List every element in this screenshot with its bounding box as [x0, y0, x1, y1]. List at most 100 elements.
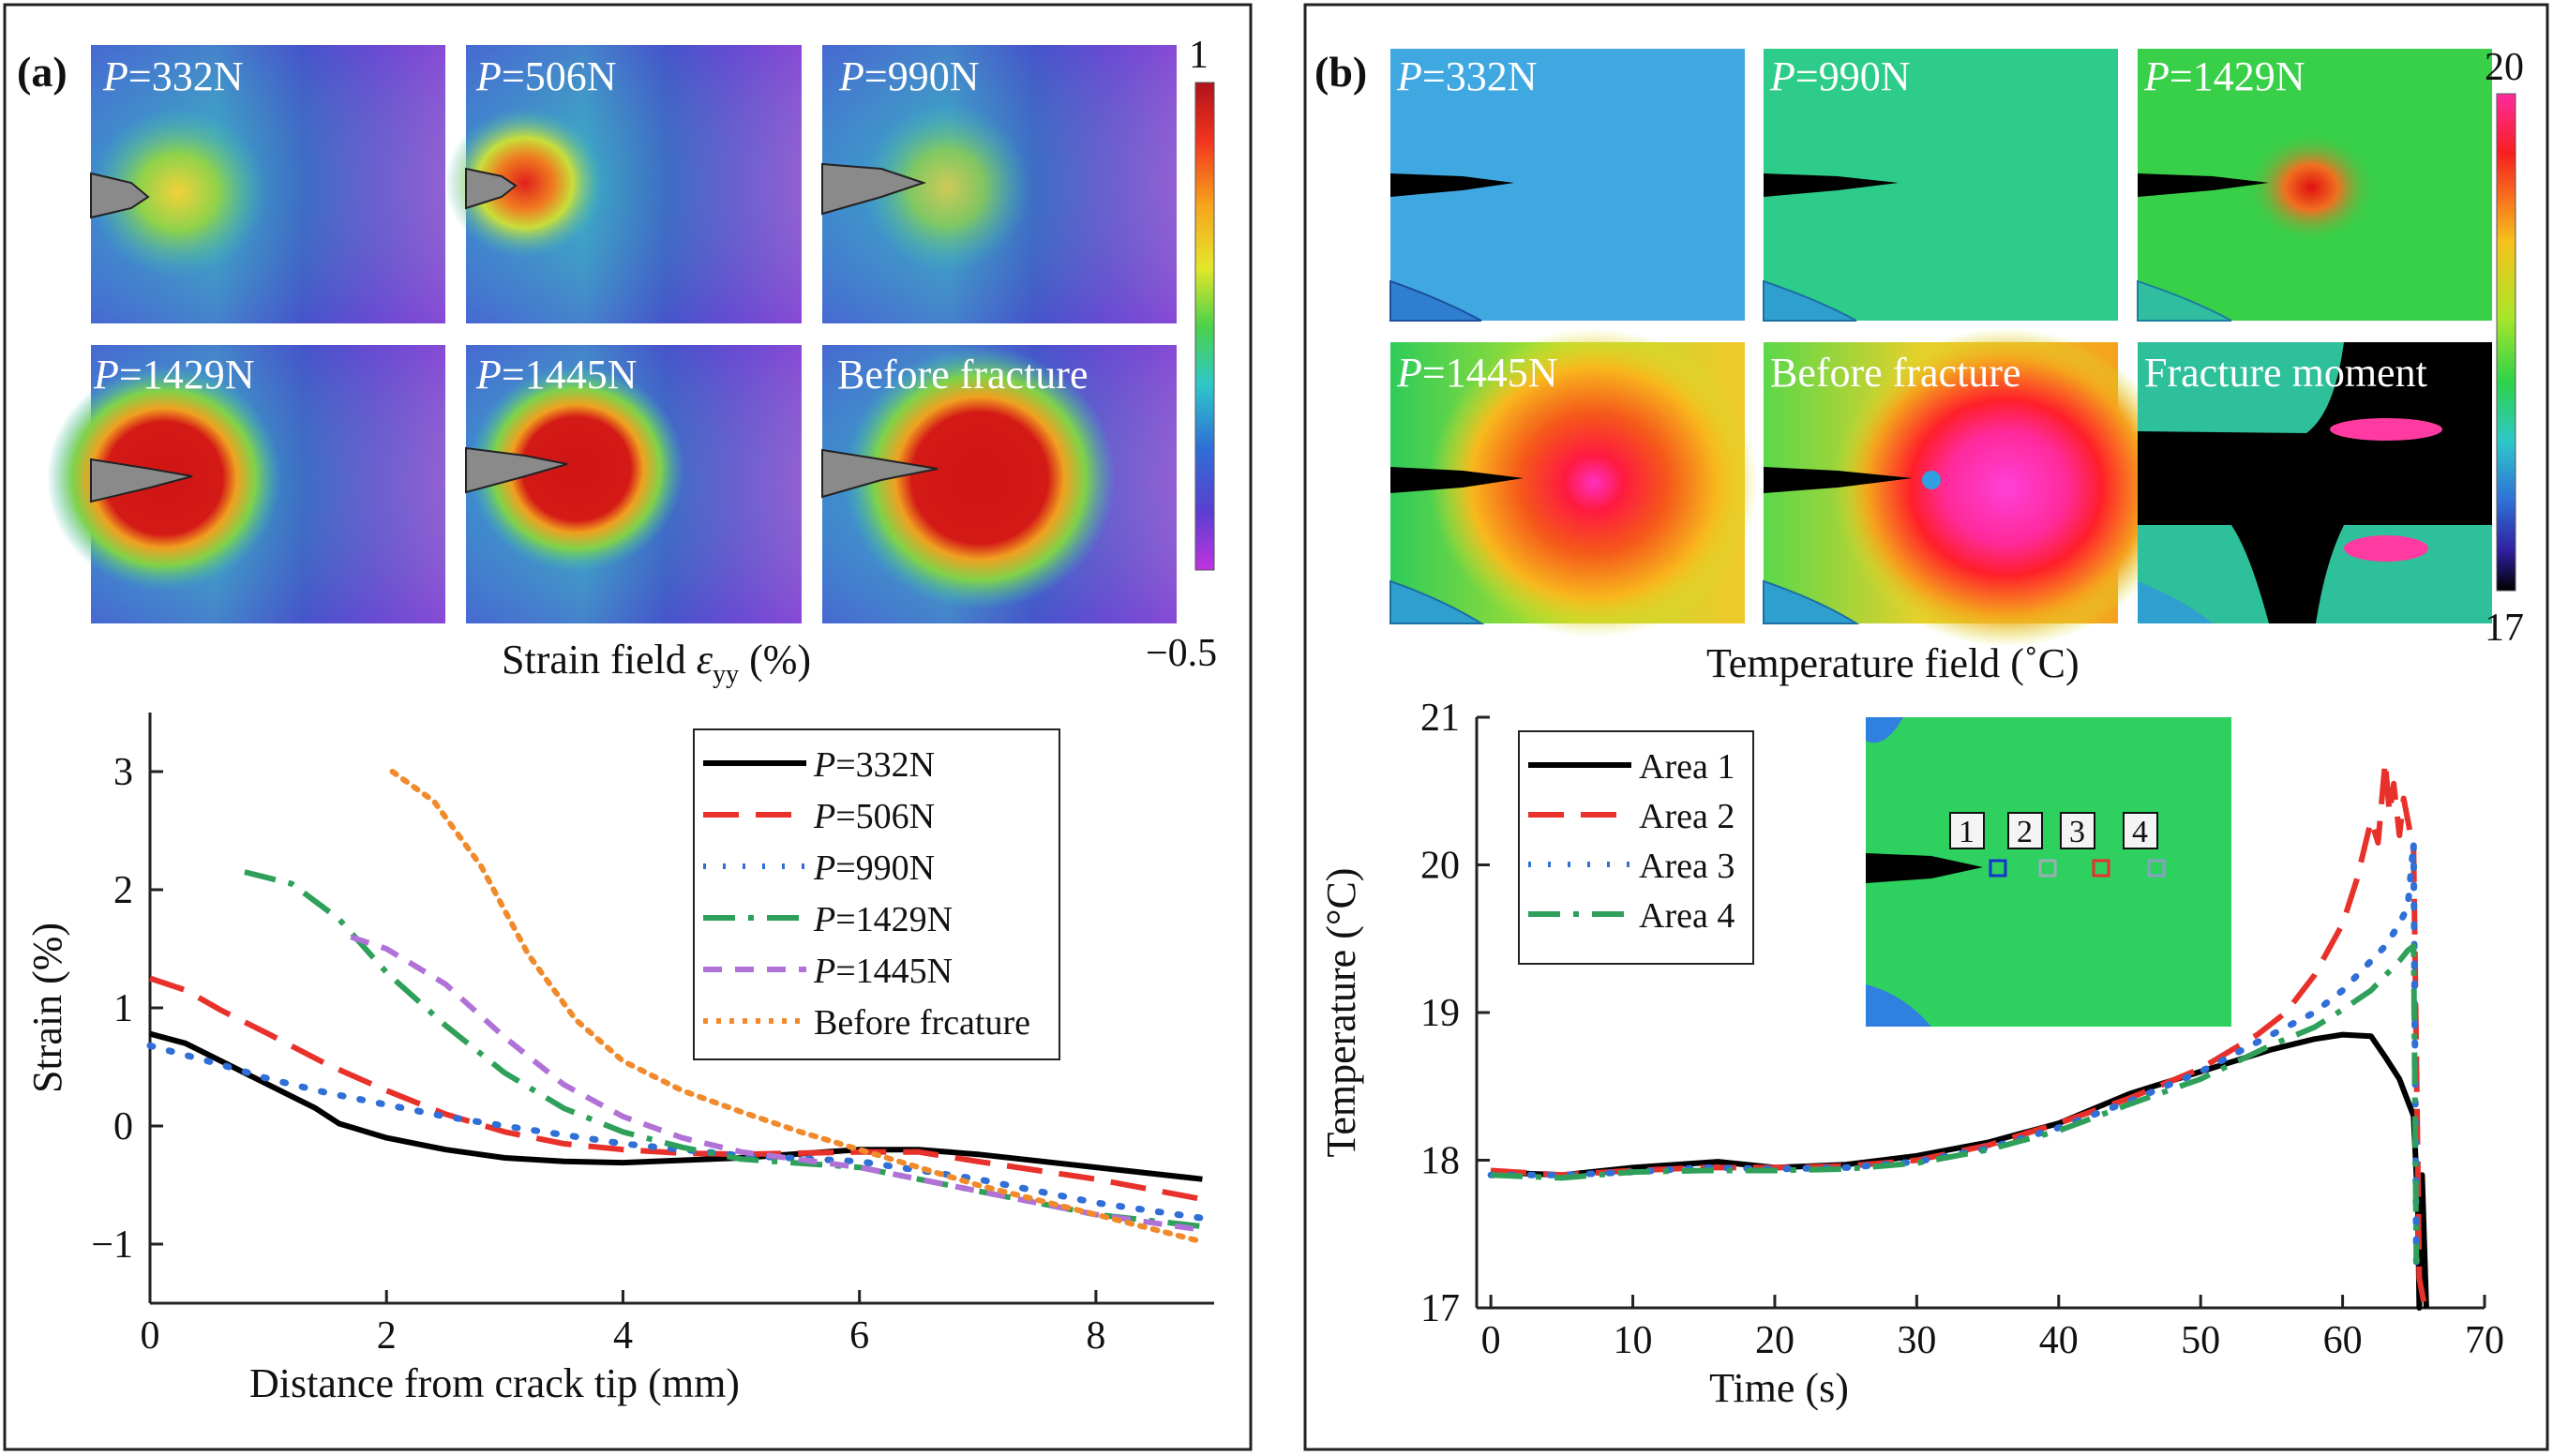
crack-notch: [465, 446, 568, 494]
strain-colorbar-max: 1: [1189, 34, 1209, 77]
series-line-p-506n: [149, 975, 1203, 1203]
y-tick-label: −1: [91, 1223, 133, 1267]
y-tick-label: 3: [113, 751, 133, 794]
y-tick-label: 19: [1420, 992, 1460, 1035]
x-tick-label: 10: [1614, 1319, 1653, 1362]
y-tick-label: 20: [1420, 845, 1460, 888]
strain-tile-1: [89, 45, 445, 323]
temp-tile-label-4: P=1445N: [1396, 350, 1557, 396]
legend-label: P=506N: [813, 797, 935, 836]
strain-tile-4: [47, 345, 445, 623]
crack-notch: [821, 162, 927, 216]
y-axis-label: Temperature (°C): [1318, 868, 1364, 1158]
x-tick-label: 40: [2039, 1319, 2079, 1362]
y-tick-label: 18: [1420, 1140, 1460, 1183]
area-marker-3: [2092, 859, 2110, 878]
strain-tile-2: [445, 45, 802, 323]
series-line-area-4: [1490, 943, 2420, 1264]
inset-label-box-3: [2060, 812, 2095, 849]
strain-chart: 0 2 4 6 8 −1 0 1 2 3 Distance from crack tip (mm) S…: [24, 713, 1214, 1406]
inset-label-box-2: [2007, 812, 2043, 849]
inset-thermal-image: 1 2 3 4: [1866, 717, 2231, 1027]
crack-notch: [821, 448, 939, 499]
legend-box: [1518, 730, 1754, 965]
x-tick-label: 0: [141, 1314, 160, 1358]
inset-label-1: 1: [1959, 815, 1975, 849]
area-marker-1: [1989, 859, 2007, 878]
x-axis-label: Time (s): [1709, 1365, 1849, 1411]
y-axis-label: Strain (%): [24, 923, 70, 1093]
legend-label: Before frcature: [814, 1003, 1030, 1043]
inset-label-box-4: [2123, 812, 2158, 849]
strain-field-caption: Strain field εyy (%): [502, 637, 811, 689]
temperature-field-caption: Temperature field (˚C): [1706, 640, 2080, 686]
legend-box: [693, 728, 1060, 1060]
crack-notch: [90, 172, 150, 219]
temp-tile-label-1: P=332N: [1396, 53, 1537, 99]
y-tick-label: 21: [1420, 697, 1460, 740]
series-line-p-990n: [146, 1042, 1206, 1222]
legend-label: P=990N: [813, 848, 935, 888]
strain-tile-label-5: P=1445N: [475, 352, 637, 398]
x-tick-label: 6: [849, 1314, 869, 1358]
strain-tile-6: [821, 345, 1177, 623]
temp-tile-label-3: P=1429N: [2143, 53, 2305, 99]
y-tick-label: 17: [1420, 1287, 1460, 1330]
temperature-colorbar: [2496, 93, 2516, 592]
x-axis-label: Distance from crack tip (mm): [249, 1360, 740, 1406]
strain-tile-3: [821, 45, 1177, 323]
legend-label: Area 3: [1639, 847, 1735, 886]
x-tick-label: 60: [2323, 1319, 2363, 1362]
area-marker-4: [2147, 859, 2166, 878]
crack-notch: [465, 167, 518, 210]
inset-label-2: 2: [2017, 815, 2033, 849]
y-tick-label: 1: [113, 987, 133, 1030]
temp-tile-label-6: Fracture moment: [2144, 350, 2427, 396]
temp-tile-3: [2137, 49, 2492, 322]
inset-label-4: 4: [2132, 815, 2148, 849]
x-tick-label: 30: [1897, 1319, 1936, 1362]
series-line-area-3: [1487, 839, 2420, 1268]
strain-tile-5: [465, 345, 802, 623]
legend-label: Area 1: [1639, 747, 1735, 787]
inset-label-box-1: [1949, 812, 1985, 849]
strain-tile-label-4: P=1429N: [93, 352, 254, 398]
temp-tile-1: [1389, 49, 1745, 322]
x-tick-label: 0: [1481, 1319, 1501, 1362]
strain-colorbar: [1194, 82, 1215, 571]
series-line-p-332n: [149, 1030, 1203, 1182]
y-tick-label: 0: [113, 1105, 133, 1148]
x-tick-label: 4: [613, 1314, 633, 1358]
panel-b-label: (b): [1314, 48, 1367, 96]
legend-label: P=1445N: [813, 952, 953, 991]
panel-a-frame: [3, 3, 1253, 1451]
strain-tile-label-6: Before fracture: [837, 352, 1088, 398]
y-tick-label: 2: [113, 869, 133, 912]
temp-tile-6: [2138, 342, 2492, 623]
x-tick-label: 70: [2465, 1319, 2504, 1362]
temp-tile-2: [1763, 49, 2118, 322]
temp-tile-4: [1389, 328, 1758, 638]
temp-tile-label-2: P=990N: [1769, 53, 1910, 99]
temp-tile-5: [1763, 328, 2180, 647]
strain-colorbar-min: −0.5: [1146, 632, 1217, 675]
legend-label: P=1429N: [813, 900, 953, 939]
temp-tile-label-5: Before fracture: [1770, 350, 2020, 396]
strain-tile-label-3: P=990N: [838, 53, 979, 99]
series-line-before-frcature: [389, 769, 1206, 1245]
panel-b-frame: [1303, 3, 2549, 1451]
legend-label: Area 2: [1639, 797, 1735, 836]
panel-a-label: (a): [17, 48, 68, 96]
x-tick-label: 50: [2181, 1319, 2220, 1362]
strain-tile-label-2: P=506N: [475, 53, 616, 99]
series-line-p-1445n: [350, 934, 1203, 1233]
temperature-colorbar-min: 17: [2485, 607, 2524, 650]
area-marker-2: [2038, 859, 2057, 878]
strain-tile-label-1: P=332N: [102, 53, 243, 99]
legend-label: P=332N: [813, 745, 935, 785]
x-tick-label: 20: [1755, 1319, 1795, 1362]
x-tick-label: 8: [1086, 1314, 1105, 1358]
legend-label: Area 4: [1639, 896, 1735, 936]
